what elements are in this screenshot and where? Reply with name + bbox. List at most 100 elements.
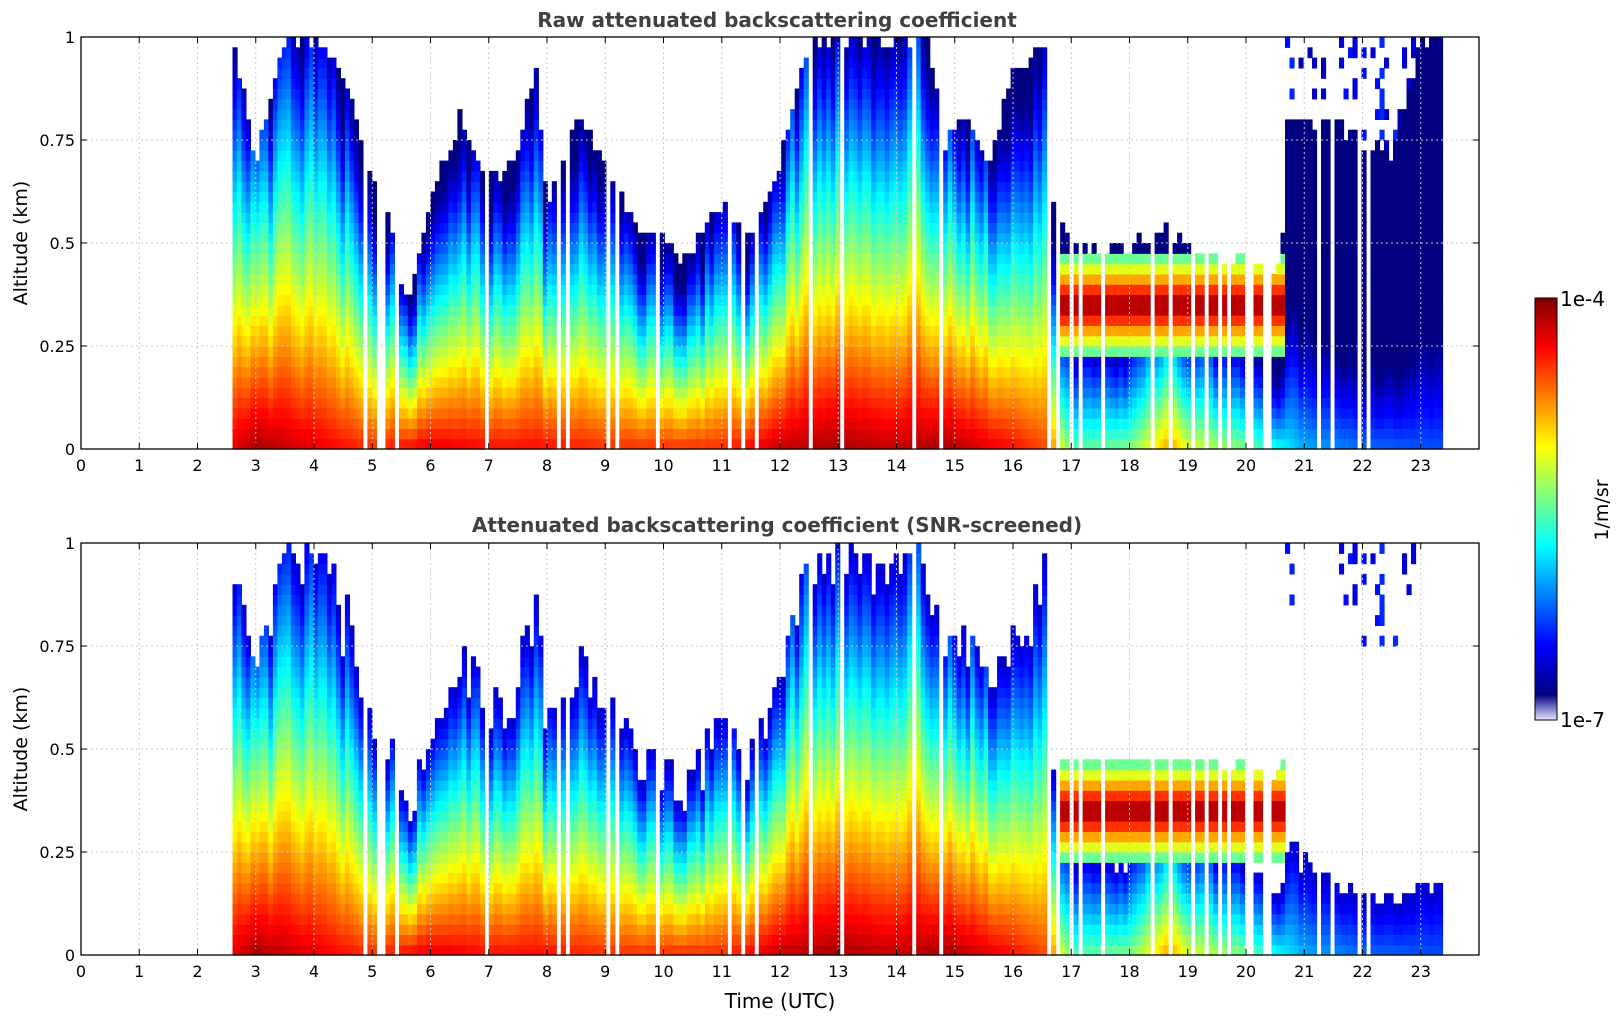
heatmap-cell xyxy=(601,366,607,378)
heatmap-cell xyxy=(398,418,404,429)
heatmap-cell xyxy=(461,366,467,378)
heatmap-cell xyxy=(281,150,287,162)
heatmap-cell xyxy=(344,428,350,440)
heatmap-cell xyxy=(259,181,265,193)
heatmap-cell xyxy=(272,160,278,172)
heatmap-cell xyxy=(920,407,926,419)
heatmap-cell xyxy=(295,201,301,213)
heatmap-cell xyxy=(547,201,553,213)
heatmap-cell xyxy=(538,438,544,450)
heatmap-cell xyxy=(790,428,796,440)
heatmap-cell xyxy=(241,109,247,120)
heatmap-cell xyxy=(232,222,238,234)
heatmap-cell xyxy=(304,304,310,316)
heatmap-cell xyxy=(817,47,823,59)
heatmap-cell xyxy=(997,160,1003,172)
heatmap-cell xyxy=(920,428,926,440)
heatmap-cell xyxy=(835,109,841,120)
heatmap-cell xyxy=(700,315,706,326)
heatmap-cell xyxy=(956,232,962,244)
heatmap-cell xyxy=(902,304,908,316)
heatmap-cell xyxy=(731,325,737,337)
heatmap-cell xyxy=(457,315,463,326)
heatmap-cell xyxy=(277,170,283,182)
heatmap-cell xyxy=(974,356,980,368)
heatmap-cell xyxy=(592,356,598,368)
heatmap-cell xyxy=(1033,201,1039,213)
heatmap-cell xyxy=(569,201,575,213)
heatmap-cell xyxy=(286,356,292,368)
heatmap-cell xyxy=(830,232,836,244)
heatmap-cell xyxy=(313,191,319,203)
heatmap-cell xyxy=(538,243,544,254)
heatmap-cell xyxy=(533,232,539,244)
heatmap-cell xyxy=(664,304,670,316)
heatmap-cell xyxy=(848,263,854,275)
heatmap-cell xyxy=(898,304,904,316)
heatmap-cell xyxy=(245,170,251,182)
heatmap-cell xyxy=(713,418,719,429)
heatmap-cell xyxy=(439,253,445,265)
heatmap-cell xyxy=(884,356,890,368)
heatmap-cell xyxy=(281,181,287,193)
heatmap-cell xyxy=(691,304,697,316)
heatmap-cell xyxy=(421,397,427,409)
heatmap-cell xyxy=(241,356,247,368)
heatmap-cell xyxy=(304,98,310,110)
heatmap-cell xyxy=(925,67,931,79)
heatmap-cell xyxy=(817,315,823,326)
heatmap-cell xyxy=(304,418,310,429)
heatmap-cell xyxy=(893,325,899,337)
heatmap-cell xyxy=(812,78,818,90)
heatmap-cell xyxy=(385,222,391,234)
heatmap-cell xyxy=(281,273,287,285)
heatmap-cell xyxy=(947,346,953,357)
heatmap-cell xyxy=(263,428,269,440)
heatmap-cell xyxy=(830,366,836,378)
heatmap-cell xyxy=(713,335,719,347)
heatmap-cell xyxy=(646,243,652,254)
heatmap-cell xyxy=(713,294,719,306)
heatmap-cell xyxy=(524,201,530,213)
heatmap-cell xyxy=(578,253,584,265)
heatmap-cell xyxy=(497,315,503,326)
heatmap-cell xyxy=(812,325,818,337)
heatmap-cell xyxy=(236,78,242,90)
heatmap-cell xyxy=(259,243,265,254)
heatmap-cell xyxy=(637,387,643,399)
heatmap-cell xyxy=(884,78,890,90)
heatmap-cell xyxy=(871,273,877,285)
heatmap-cell xyxy=(713,346,719,357)
heatmap-cell xyxy=(308,150,314,162)
heatmap-cell xyxy=(763,284,769,296)
heatmap-cell xyxy=(763,243,769,254)
heatmap-cell xyxy=(272,325,278,337)
heatmap-cell xyxy=(317,253,323,265)
heatmap-cell xyxy=(358,325,364,337)
heatmap-cell xyxy=(461,263,467,275)
heatmap-cell xyxy=(866,222,872,234)
heatmap-cell xyxy=(781,356,787,368)
heatmap-cell xyxy=(979,191,985,203)
heatmap-cell xyxy=(862,57,868,69)
heatmap-cell xyxy=(830,418,836,429)
heatmap-cell xyxy=(497,407,503,419)
heatmap-cell xyxy=(1001,150,1007,162)
heatmap-cell xyxy=(578,294,584,306)
heatmap-cell xyxy=(511,304,517,316)
heatmap-cell xyxy=(853,387,859,399)
heatmap-cell xyxy=(713,284,719,296)
heatmap-cell xyxy=(961,253,967,265)
heatmap-cell xyxy=(344,325,350,337)
heatmap-cell xyxy=(475,428,481,440)
heatmap-cell xyxy=(799,294,805,306)
heatmap-cell xyxy=(232,129,238,141)
heatmap-cell xyxy=(236,376,242,388)
heatmap-cell xyxy=(259,356,265,368)
heatmap-cell xyxy=(826,129,832,141)
heatmap-cell xyxy=(529,201,535,213)
heatmap-cell xyxy=(335,428,341,440)
heatmap-cell xyxy=(776,387,782,399)
heatmap-cell xyxy=(641,366,647,378)
heatmap-cell xyxy=(988,304,994,316)
